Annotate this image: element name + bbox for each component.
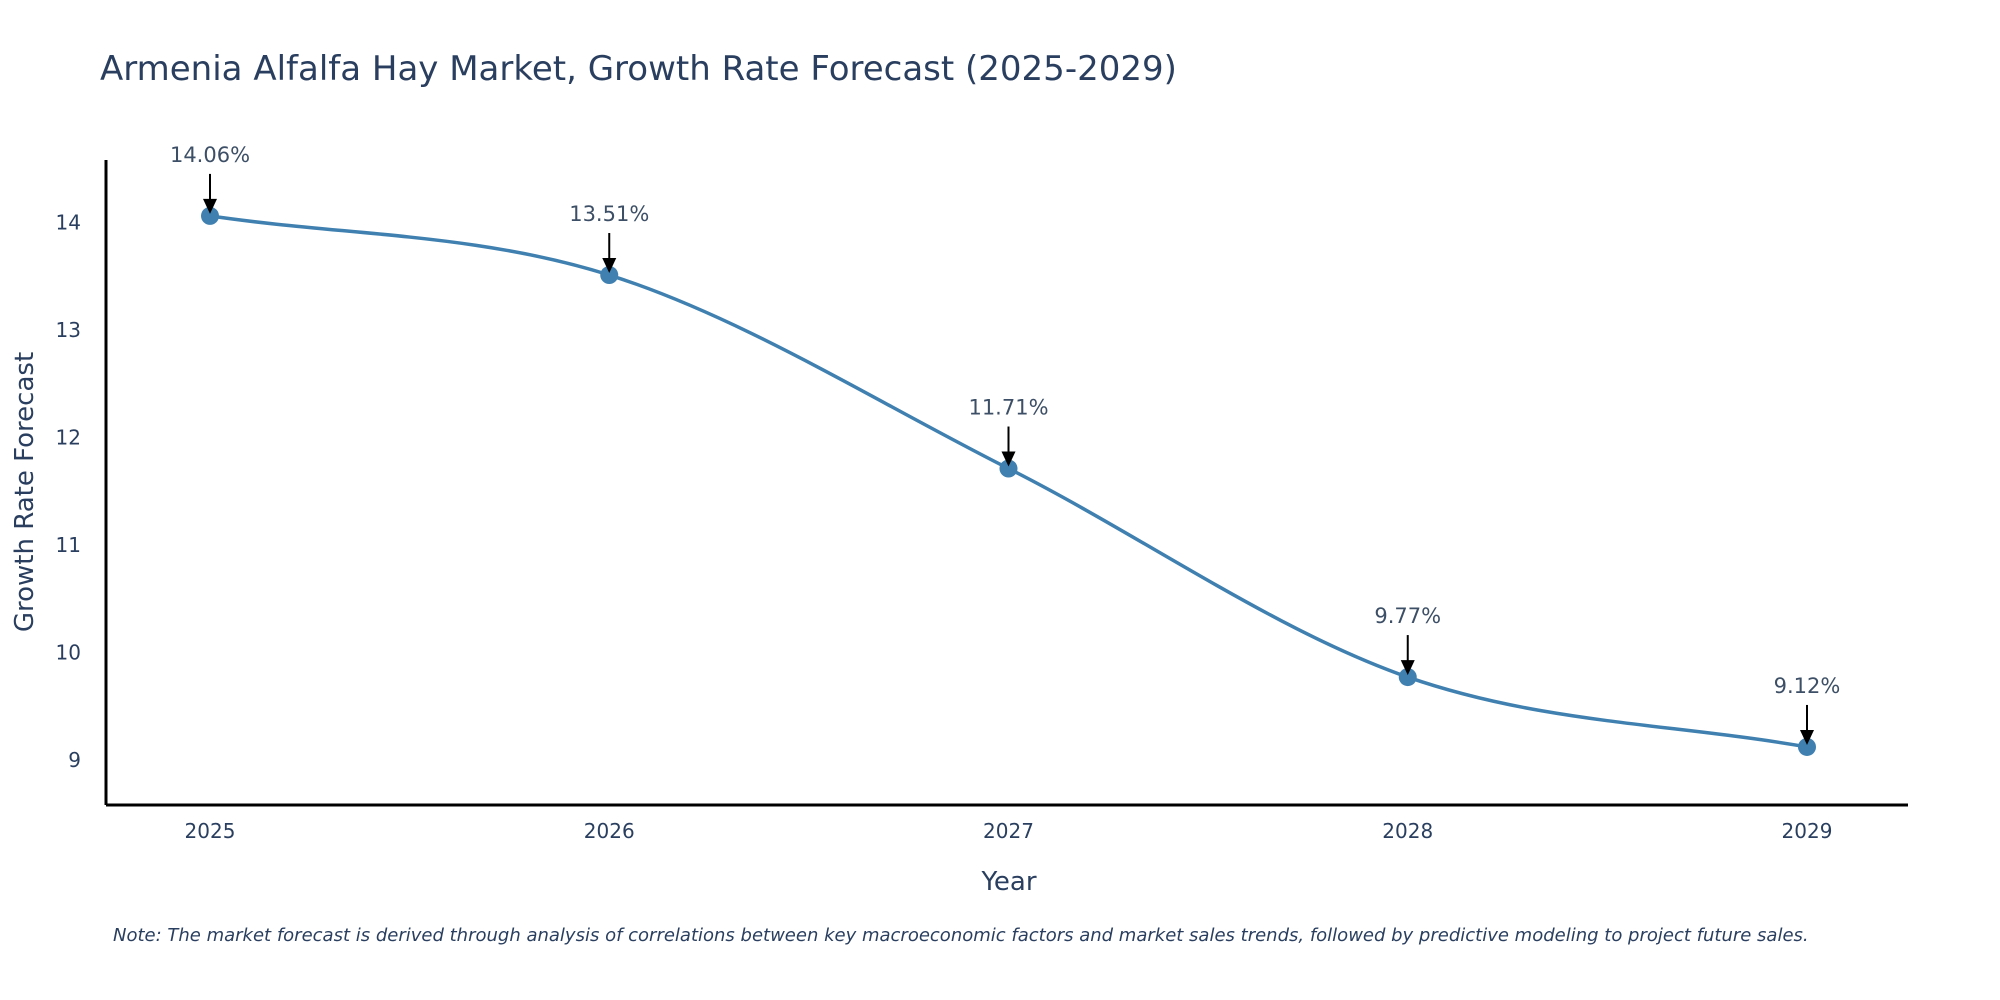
annotation-arrow-head bbox=[1001, 451, 1016, 467]
annotation-arrow-head bbox=[203, 198, 217, 214]
annotation-arrow-head bbox=[1400, 660, 1415, 676]
growth-rate-line bbox=[209, 214, 1808, 749]
y-tick-label: 13 bbox=[56, 318, 81, 342]
data-label: 13.51% bbox=[569, 202, 649, 226]
data-point bbox=[1798, 737, 1816, 756]
data-label: 14.06% bbox=[170, 143, 250, 167]
x-axis-ticks: 2025 2026 2027 2028 2029 bbox=[185, 819, 1833, 843]
y-tick-label: 11 bbox=[56, 533, 81, 557]
x-axis-title: Year bbox=[980, 867, 1036, 897]
chart-title: Armenia Alfalfa Hay Market, Growth Rate … bbox=[100, 49, 1177, 89]
y-tick-label: 9 bbox=[68, 748, 81, 772]
data-label: 9.77% bbox=[1374, 604, 1441, 628]
y-tick-label: 10 bbox=[56, 640, 81, 664]
x-tick-label: 2028 bbox=[1382, 819, 1433, 843]
data-point bbox=[201, 206, 219, 225]
data-label: 11.71% bbox=[968, 396, 1048, 420]
y-axis-ticks: 9 10 11 12 13 14 bbox=[56, 210, 81, 772]
annotation-arrow-head bbox=[1800, 729, 1814, 745]
annotation-arrow-head bbox=[602, 258, 617, 274]
data-point-markers bbox=[201, 206, 1816, 756]
x-tick-label: 2025 bbox=[185, 819, 236, 843]
x-tick-label: 2027 bbox=[983, 819, 1034, 843]
y-tick-label: 14 bbox=[56, 210, 81, 234]
x-tick-label: 2026 bbox=[584, 819, 635, 843]
data-point bbox=[1398, 668, 1417, 687]
data-point bbox=[600, 266, 619, 285]
data-label: 9.12% bbox=[1774, 674, 1841, 698]
y-tick-label: 12 bbox=[56, 425, 81, 449]
data-point bbox=[999, 459, 1018, 478]
data-label-annotations: 14.06% 13.51% 11.71% 9.77% 9.12% bbox=[170, 143, 1840, 745]
y-axis-title: Growth Rate Forecast bbox=[10, 352, 40, 632]
footnote: Note: The market forecast is derived thr… bbox=[113, 925, 1809, 946]
x-tick-label: 2029 bbox=[1782, 819, 1833, 843]
